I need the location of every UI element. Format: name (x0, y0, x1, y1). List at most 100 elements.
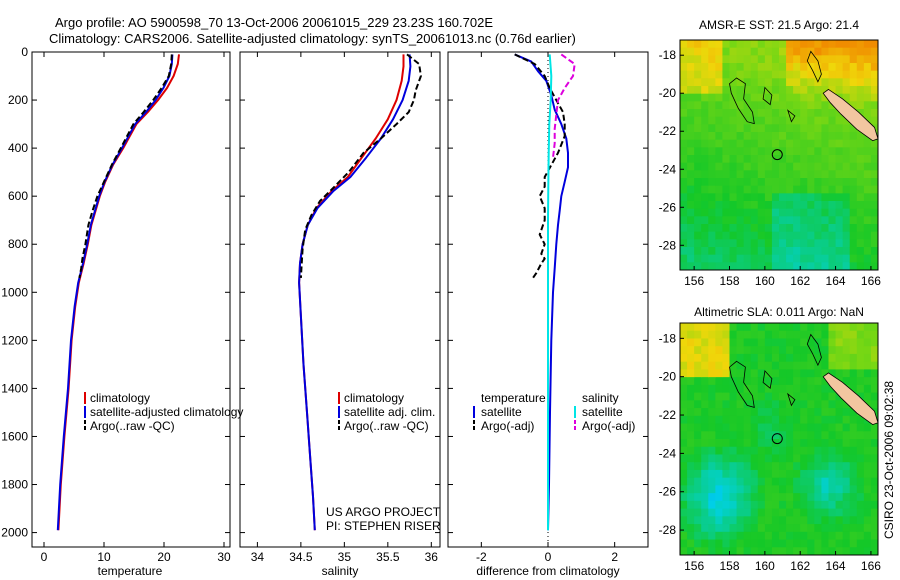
heatmap-cell (722, 408, 731, 417)
heatmap-cell (814, 346, 823, 355)
heatmap-cell (743, 231, 752, 240)
heatmap-cell (708, 346, 716, 355)
heatmap-cell (708, 262, 716, 270)
heatmap-cell (793, 193, 801, 202)
heatmap-cell (750, 155, 759, 164)
heatmap-cell (715, 493, 724, 502)
heatmap-cell (764, 116, 773, 125)
heatmap-cell (680, 201, 688, 210)
heatmap-cell (821, 423, 830, 432)
heatmap-cell (736, 185, 745, 194)
heatmap-cell (715, 462, 724, 471)
heatmap-cell (680, 139, 688, 148)
heatmap-cell (828, 446, 837, 456)
heatmap-cell (821, 493, 830, 502)
heatmap-cell (807, 524, 815, 533)
heatmap-cell (835, 524, 844, 533)
heatmap-cell (779, 224, 787, 233)
heatmap-cell (828, 361, 837, 370)
heatmap-cell (828, 477, 837, 486)
heatmap-cell (870, 86, 878, 95)
heatmap-cell (779, 454, 787, 463)
heatmap-cell (722, 508, 731, 517)
heatmap-cell (807, 377, 815, 386)
heatmap-cell (764, 516, 773, 525)
heatmap-cell (757, 178, 766, 187)
heatmap-cell (680, 485, 688, 494)
heatmap-cell (736, 408, 745, 417)
heatmap-cell (863, 109, 872, 118)
heatmap-cell (729, 369, 738, 378)
heatmap-cell (849, 40, 858, 49)
heatmap-cell (779, 524, 787, 533)
heatmap-cell (870, 524, 878, 533)
heatmap-cell (736, 338, 745, 347)
heatmap-cell (849, 47, 858, 56)
heatmap-cell (701, 139, 709, 148)
heatmap-cell (701, 178, 709, 187)
heatmap-cell (821, 338, 830, 347)
heatmap-cell (786, 439, 794, 448)
ytick-label: 2000 (1, 526, 28, 540)
heatmap-cell (814, 462, 823, 471)
heatmap-cell (680, 446, 688, 456)
new-caledonia-landmass (822, 88, 878, 142)
difference-legend: temperature salinity satellite Argo(-adj… (473, 391, 635, 433)
heatmap-cell (793, 239, 801, 248)
heatmap-cell (687, 109, 695, 118)
heatmap-cell (814, 323, 823, 332)
heatmap-cell (694, 384, 702, 394)
heatmap-cell (863, 500, 872, 510)
heatmap-cell (821, 208, 830, 217)
sla-coastlines (729, 333, 878, 426)
heatmap-cell (863, 247, 872, 256)
heatmap-cell (687, 361, 695, 370)
heatmap-cell (828, 400, 837, 409)
series-line-salinity-argo-adj- (552, 53, 576, 158)
heatmap-cell (764, 185, 773, 194)
heatmap-cell (849, 224, 858, 233)
heatmap-cell (786, 262, 794, 270)
heatmap-cell (764, 508, 773, 517)
heatmap-cell (680, 377, 688, 386)
heatmap-cell (849, 63, 858, 72)
heatmap-cell (694, 185, 702, 194)
heatmap-cell (757, 384, 766, 394)
heatmap-cell (870, 392, 878, 401)
heatmap-cell (680, 477, 688, 486)
heatmap-cell (863, 208, 872, 217)
heatmap-cell (708, 369, 716, 378)
heatmap-cell (835, 531, 844, 541)
heatmap-cell (736, 170, 745, 179)
heatmap-cell (771, 323, 780, 332)
heatmap-cell (786, 477, 794, 486)
heatmap-cell (856, 346, 865, 355)
heatmap-cell (743, 55, 752, 64)
heatmap-cell (715, 101, 724, 110)
heatmap-cell (757, 55, 766, 64)
heatmap-cell (779, 323, 787, 332)
heatmap-cell (729, 224, 738, 233)
heatmap-cell (694, 508, 702, 517)
heatmap-cell (870, 70, 878, 79)
heatmap-cell (715, 353, 724, 363)
heatmap-cell (694, 239, 702, 248)
heatmap-cell (743, 116, 752, 125)
heatmap-cell (821, 101, 830, 110)
heatmap-cell (680, 132, 688, 141)
heatmap-cell (807, 178, 815, 187)
heatmap-cell (835, 369, 844, 378)
heatmap-cell (764, 47, 773, 56)
heatmap-cell (786, 485, 794, 494)
heatmap-cell (694, 116, 702, 125)
heatmap-cell (687, 423, 695, 432)
heatmap-cell (757, 323, 766, 332)
heatmap-cell (715, 155, 724, 164)
heatmap-cell (764, 392, 773, 401)
heatmap-cell (722, 47, 731, 56)
map-xtick-label: 160 (755, 559, 775, 573)
heatmap-cell (708, 323, 716, 332)
heatmap-cell (715, 47, 724, 56)
heatmap-cell (757, 254, 766, 263)
heatmap-cell (849, 132, 858, 141)
